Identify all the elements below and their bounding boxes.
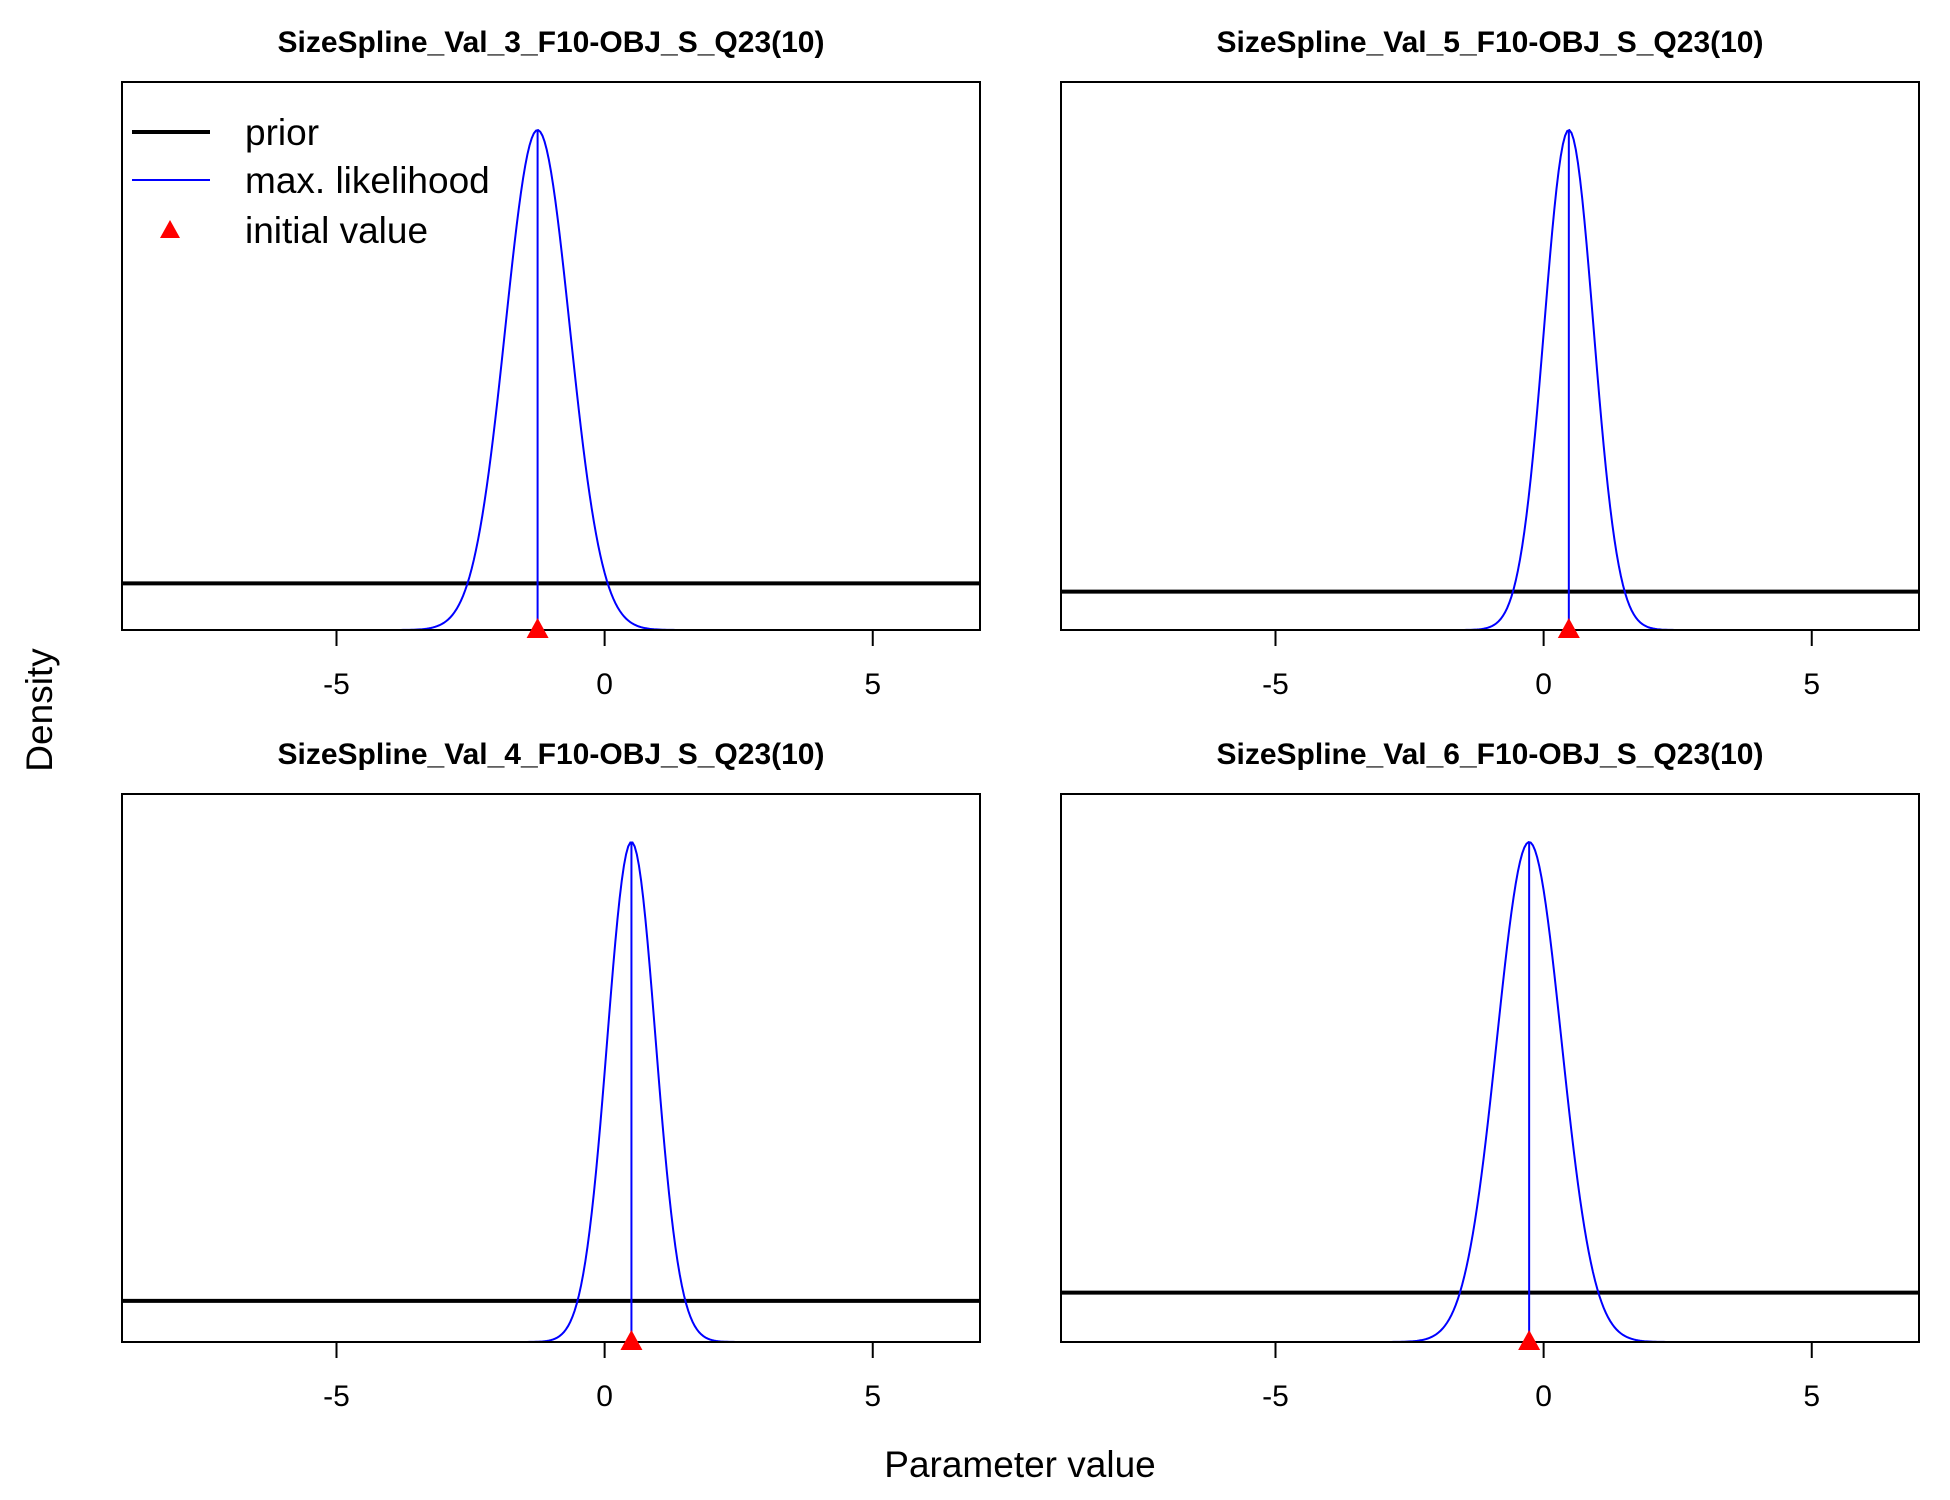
x-tick-label: -5 [1262,668,1289,701]
y-axis-label: Density [19,648,60,772]
plot-frame [1060,793,1920,1343]
plot-frame [121,793,981,1343]
panel-1: SizeSpline_Val_3_F10-OBJ_S_Q23(10) -5 0 5 pr… [121,26,981,701]
plot-frame [121,81,981,631]
legend: prior max. likelihood initial value [132,112,490,251]
x-tick-label: 5 [1803,1380,1820,1413]
x-tick-label: 0 [596,1380,613,1413]
panel-title: SizeSpline_Val_4_F10-OBJ_S_Q23(10) [278,738,825,771]
x-tick-label: -5 [323,668,350,701]
legend-label: prior [245,112,319,153]
initial-value-marker [620,1330,643,1350]
mle-density-curve [1061,128,1919,630]
x-tick-label: -5 [323,1380,350,1413]
initial-value-marker [526,618,549,638]
x-tick-label: 0 [1535,1380,1552,1413]
x-tick-label: 5 [1803,668,1820,701]
panel-title: SizeSpline_Val_5_F10-OBJ_S_Q23(10) [1217,26,1764,59]
panel-4: SizeSpline_Val_6_F10-OBJ_S_Q23(10) -5 0 5 [1060,738,1920,1413]
mle-density-curve [122,128,980,630]
plot-frame [1060,81,1920,631]
x-tick-label: -5 [1262,1380,1289,1413]
panel-title: SizeSpline_Val_3_F10-OBJ_S_Q23(10) [278,26,825,59]
x-tick-label: 5 [864,668,881,701]
panel-2: SizeSpline_Val_5_F10-OBJ_S_Q23(10) -5 0 5 [1060,26,1920,701]
legend-triangle-icon [160,220,180,238]
x-tick-label: 0 [596,668,613,701]
initial-value-marker [1518,1330,1541,1350]
x-tick-label: 0 [1535,668,1552,701]
mle-density-curve [1061,840,1919,1342]
x-tick-label: 5 [864,1380,881,1413]
panel-3: SizeSpline_Val_4_F10-OBJ_S_Q23(10) -5 0 5 [121,738,981,1413]
legend-label: max. likelihood [245,160,490,201]
legend-label: initial value [245,210,428,251]
x-axis-label: Parameter value [884,1444,1155,1485]
mle-density-curve [122,841,980,1342]
panel-title: SizeSpline_Val_6_F10-OBJ_S_Q23(10) [1217,738,1764,771]
initial-value-marker [1557,618,1580,638]
